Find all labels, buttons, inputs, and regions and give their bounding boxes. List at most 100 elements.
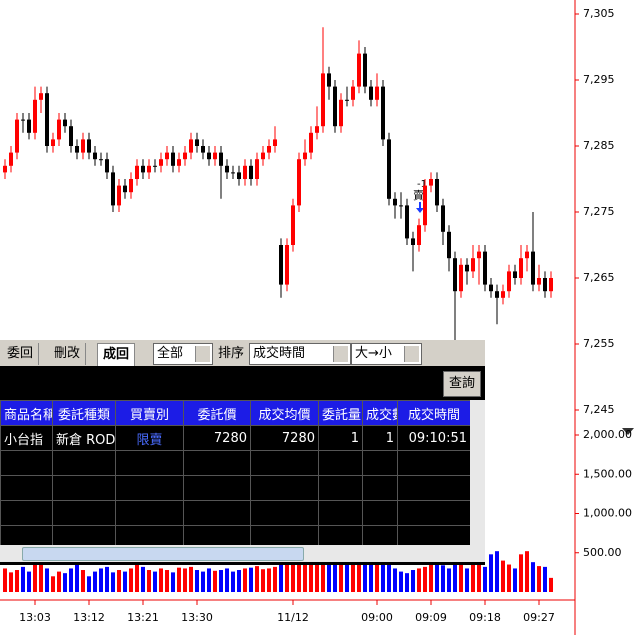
volume-bar	[81, 570, 85, 592]
volume-bar	[147, 570, 151, 592]
volume-bar	[183, 568, 187, 592]
annotation-arrow	[416, 202, 424, 213]
table-cell	[52, 475, 116, 501]
volume-bar	[273, 566, 277, 592]
volume-bar	[495, 551, 499, 592]
candle-body	[537, 278, 541, 285]
table-cell	[250, 500, 319, 526]
volume-bar	[435, 559, 439, 592]
candle-body	[177, 159, 181, 166]
volume-bar	[39, 562, 43, 592]
query-bar: 查詢	[0, 366, 485, 400]
volume-bar	[543, 566, 547, 592]
volume-bar	[363, 555, 367, 592]
sort-field-select[interactable]: 成交時間	[249, 343, 351, 365]
volume-bar	[207, 568, 211, 592]
x-tick-label: 09:27	[523, 611, 555, 624]
volume-bar	[525, 551, 529, 592]
sort-order-select[interactable]: 大→小	[351, 343, 422, 365]
table-cell	[183, 450, 251, 476]
candle-body	[183, 152, 187, 160]
column-header[interactable]: 商品名稱	[0, 400, 53, 426]
column-header[interactable]: 委託種類	[52, 400, 116, 426]
candle-body	[477, 251, 481, 259]
volume-bar	[27, 571, 31, 592]
candle-body	[3, 165, 7, 173]
volume-bar	[279, 552, 283, 592]
filter-select[interactable]: 全部	[153, 343, 213, 365]
column-header[interactable]: 買賣別	[115, 400, 184, 426]
table-cell	[318, 450, 363, 476]
volume-bar	[507, 564, 511, 592]
scroll-thumb[interactable]	[22, 547, 304, 561]
candle-body	[255, 159, 259, 179]
volume-bar	[225, 568, 229, 592]
candle-body	[375, 86, 379, 100]
tab[interactable]: 成回	[97, 343, 136, 366]
y2-tick-label: 2,000.00	[583, 428, 632, 441]
candle-body	[357, 53, 361, 87]
table-cell: 7280	[183, 425, 251, 451]
candle-body	[453, 258, 457, 292]
table-row[interactable]	[0, 475, 471, 501]
horizontal-scrollbar[interactable]	[0, 545, 485, 562]
table-cell	[0, 500, 53, 526]
candle-body	[501, 291, 505, 298]
candle-body	[81, 139, 85, 153]
column-header[interactable]: 委託價	[183, 400, 251, 426]
annotation-side: 賣	[413, 188, 424, 202]
candle-body	[429, 179, 433, 186]
candle-body	[141, 165, 145, 173]
table-cell	[362, 500, 398, 526]
x-tick-label: 09:18	[469, 611, 501, 624]
candle-body	[75, 146, 79, 153]
y-tick-label: 7,255	[583, 337, 615, 350]
candle-body	[231, 172, 235, 174]
table-cell	[318, 475, 363, 501]
volume-bar	[267, 568, 271, 592]
query-button[interactable]: 查詢	[443, 371, 481, 397]
volume-bar	[381, 560, 385, 592]
volume-bar	[429, 564, 433, 592]
table-cell	[397, 450, 471, 476]
column-header[interactable]: 成交時間	[397, 400, 471, 426]
candle-body	[297, 159, 301, 206]
table-row[interactable]	[0, 450, 471, 476]
column-header[interactable]: 委託量	[318, 400, 363, 426]
volume-bar	[117, 570, 121, 592]
candle-body	[423, 185, 427, 226]
candle-body	[45, 93, 49, 146]
vertical-scrollbar[interactable]	[470, 400, 485, 545]
volume-bar	[285, 560, 289, 592]
candle-body	[195, 139, 199, 146]
volume-bar	[159, 568, 163, 592]
tab[interactable]: 刪改	[49, 343, 87, 365]
volume-bar	[411, 570, 415, 592]
volume-bar	[21, 566, 25, 592]
volume-bar	[399, 571, 403, 592]
candle-body	[381, 86, 385, 140]
candle-body	[369, 86, 373, 100]
candle-body	[441, 205, 445, 232]
volume-bar	[297, 559, 301, 592]
table-row[interactable]	[0, 500, 471, 526]
candle-body	[327, 73, 331, 87]
table-cell	[362, 475, 398, 501]
table-cell: 09:10:51	[397, 425, 471, 451]
tab[interactable]: 委回	[2, 343, 40, 365]
volume-bar	[255, 566, 259, 592]
volume-bar	[441, 565, 445, 592]
candle-body	[345, 99, 349, 101]
order-panel: 委回 刪改 成回 全部 排序 成交時間 大→小 查詢 商品名稱 委託種類 買賣別 委託…	[0, 340, 485, 565]
x-tick-label: 09:00	[361, 611, 393, 624]
volume-bar	[63, 573, 67, 592]
axis-dropdown	[622, 428, 634, 435]
candle-body	[273, 139, 277, 146]
table-row[interactable]: 小台指 新倉 ROD 限賣 7280 7280 1 1 09:10:51	[0, 425, 471, 451]
candle-body	[291, 205, 295, 245]
column-header[interactable]: 成交均價	[250, 400, 319, 426]
column-header[interactable]: 成交數	[362, 400, 398, 426]
candle-body	[123, 185, 127, 193]
